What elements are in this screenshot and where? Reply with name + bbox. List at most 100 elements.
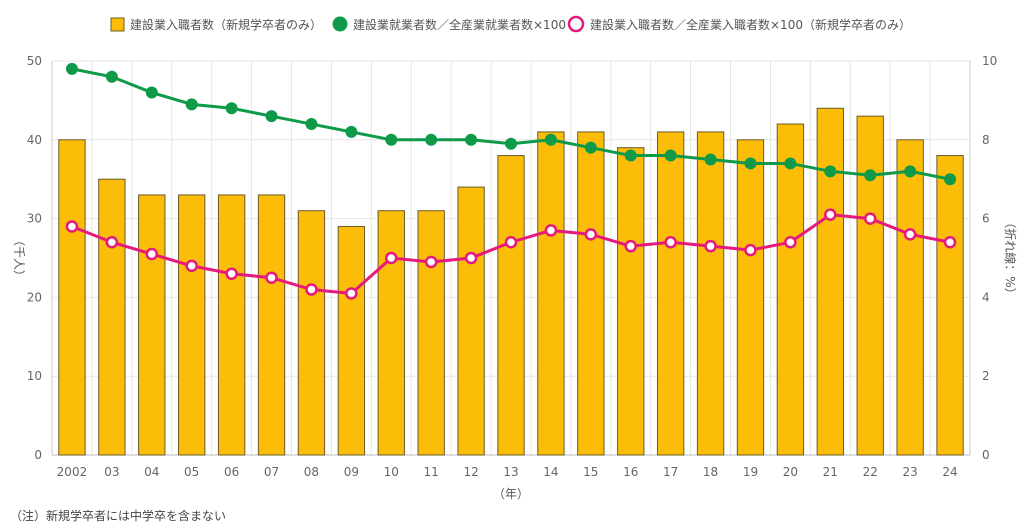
data-point [265, 110, 278, 123]
y-left-tick-label: 20 [27, 290, 42, 304]
x-tick-label: 05 [184, 465, 199, 479]
x-tick-label: 04 [144, 465, 159, 479]
data-point [145, 247, 159, 261]
y-left-tick-label: 40 [27, 133, 42, 147]
bar [896, 139, 924, 456]
data-point [744, 157, 757, 170]
data-point [425, 133, 438, 146]
bar [537, 131, 565, 456]
legend-swatch-pink-line [567, 15, 585, 33]
y-right-tick-label: 2 [982, 369, 990, 383]
x-tick-label: 2002 [57, 465, 88, 479]
bar [58, 139, 86, 456]
data-point [544, 224, 558, 237]
bar [816, 107, 844, 456]
data-point [305, 118, 318, 131]
data-point [504, 235, 518, 249]
x-tick-label: 12 [463, 465, 478, 479]
data-point [704, 153, 717, 166]
bar [497, 155, 525, 456]
x-tick-label: 15 [583, 465, 598, 479]
data-point [185, 259, 198, 273]
x-tick-label: 19 [743, 465, 758, 479]
y-right-tick-label: 10 [982, 54, 997, 68]
y-left-tick-label: 10 [27, 369, 42, 383]
bar [257, 194, 286, 456]
data-point [943, 235, 957, 249]
bar [936, 155, 964, 456]
data-point [664, 235, 677, 249]
bar [337, 225, 366, 456]
x-tick-label: 09 [344, 465, 359, 479]
data-point [265, 271, 278, 284]
x-tick-label: 03 [104, 465, 119, 479]
bar [656, 131, 685, 456]
data-point [105, 235, 119, 249]
data-point [305, 283, 318, 296]
x-tick-label: 20 [783, 465, 798, 479]
x-tick-label: 24 [942, 465, 957, 479]
bar [577, 131, 605, 456]
x-tick-label: 16 [623, 465, 638, 479]
data-point [385, 251, 398, 265]
data-point [385, 133, 398, 146]
legend-label-pink-line: 建設業入職者数／全産業入職者数×100（新規学卒者のみ） [590, 17, 911, 32]
bar [617, 147, 645, 456]
y-axis-right-label: （折れ線：%） [1003, 216, 1018, 299]
x-axis-label: （年） [493, 487, 529, 501]
x-tick-label: 23 [902, 465, 917, 479]
grid-lines [51, 60, 971, 456]
y-axis-left-label: （千人） [12, 234, 26, 282]
data-point [624, 149, 637, 162]
legend-swatch-bar [110, 17, 125, 32]
y-left-tick-label: 0 [34, 448, 42, 462]
data-point [345, 287, 358, 300]
legend-swatch-green-line [332, 16, 348, 32]
x-tick-label: 07 [264, 465, 279, 479]
data-point [145, 86, 158, 99]
data-point [704, 239, 717, 253]
x-tick-label: 10 [384, 465, 399, 479]
bar [417, 210, 445, 456]
data-point [904, 165, 917, 178]
y-right-tick-label: 6 [982, 212, 990, 226]
data-point [824, 208, 837, 221]
data-point [864, 169, 877, 182]
data-point [185, 98, 198, 111]
data-point [744, 243, 757, 257]
x-tick-label: 18 [703, 465, 718, 479]
data-point [784, 157, 797, 170]
x-tick-label: 13 [503, 465, 518, 479]
y-axis-right-ticks: 0 2 4 6 8 10 [982, 54, 997, 462]
y-axis-left-ticks: 0 10 20 30 40 50 [27, 54, 42, 462]
legend: 建設業入職者数（新規学卒者のみ） 建設業就業者数／全産業就業者数×100 建設業入職… [110, 15, 911, 33]
data-point [105, 70, 118, 83]
data-point [465, 133, 478, 146]
data-point [824, 165, 837, 178]
data-point [225, 267, 238, 281]
bar [856, 115, 884, 456]
data-point [584, 228, 598, 241]
bar [696, 131, 725, 456]
y-right-tick-label: 0 [982, 448, 990, 462]
x-tick-label: 14 [543, 465, 558, 479]
bar [217, 194, 246, 456]
data-point [903, 228, 917, 241]
y-left-tick-label: 30 [27, 212, 42, 226]
y-right-tick-label: 4 [982, 290, 990, 304]
bar-series [58, 107, 964, 456]
x-tick-label: 17 [663, 465, 678, 479]
legend-label-green-line: 建設業就業者数／全産業就業者数×100 [353, 17, 566, 32]
bar [98, 178, 126, 456]
data-point [225, 102, 238, 115]
bar [776, 123, 805, 456]
bar [457, 186, 485, 456]
data-point [544, 133, 557, 146]
bar [736, 139, 765, 456]
data-point [863, 212, 877, 225]
x-tick-label: 22 [863, 465, 878, 479]
data-point [464, 251, 478, 265]
y-left-tick-label: 50 [27, 54, 42, 68]
footnote: （注）新規学卒者には中学卒を含まない [10, 509, 227, 523]
